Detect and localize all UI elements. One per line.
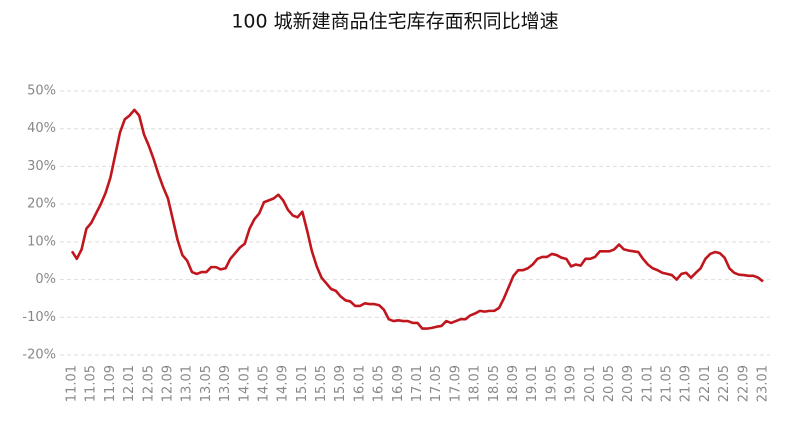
x-tick-label: 16.05 [372, 365, 387, 402]
x-tick-label: 20.01 [583, 365, 598, 402]
x-tick-label: 15.09 [333, 365, 348, 402]
x-tick-label: 21.05 [660, 365, 675, 402]
x-tick-label: 18.01 [468, 365, 483, 402]
x-tick-label: 12.05 [141, 365, 156, 402]
x-tick-label: 16.09 [391, 365, 406, 402]
x-tick-label: 16.01 [352, 365, 367, 402]
y-tick-label: -10% [22, 310, 56, 325]
x-tick-label: 13.01 [180, 365, 195, 402]
x-tick-label: 23.01 [756, 365, 771, 402]
x-tick-label: 17.09 [448, 365, 463, 402]
y-tick-label: 10% [27, 234, 56, 249]
x-tick-label: 18.09 [506, 365, 521, 402]
x-tick-label: 14.01 [237, 365, 252, 402]
x-tick-label: 11.09 [103, 365, 118, 402]
x-tick-label: 13.05 [199, 365, 214, 402]
x-tick-label: 15.05 [314, 365, 329, 402]
x-tick-label: 21.09 [679, 365, 694, 402]
x-tick-label: 12.01 [122, 365, 137, 402]
x-tick-label: 17.05 [429, 365, 444, 402]
x-tick-label: 22.05 [717, 365, 732, 402]
x-tick-label: 18.05 [487, 365, 502, 402]
y-tick-label: 0% [35, 272, 56, 287]
x-tick-label: 20.05 [602, 365, 617, 402]
x-tick-label: 13.09 [218, 365, 233, 402]
x-tick-label: 19.09 [564, 365, 579, 402]
x-tick-label: 19.05 [544, 365, 559, 402]
x-tick-label: 15.01 [295, 365, 310, 402]
y-tick-label: 30% [27, 159, 56, 174]
x-tick-label: 14.09 [276, 365, 291, 402]
x-tick-label: 22.01 [698, 365, 713, 402]
y-tick-label: 40% [27, 121, 56, 136]
x-tick-label: 14.05 [256, 365, 271, 402]
y-tick-label: 50% [27, 84, 56, 99]
chart-title: 100 城新建商品住宅库存面积同比增速 [231, 11, 558, 33]
x-tick-label: 12.09 [160, 365, 175, 402]
x-tick-label: 11.01 [65, 365, 80, 402]
x-tick-label: 22.09 [736, 365, 751, 402]
y-tick-label: 20% [27, 197, 56, 212]
data-line [70, 108, 764, 330]
x-tick-label: 21.01 [640, 365, 655, 402]
x-tick-label: 17.01 [410, 365, 425, 402]
x-tick-label: 19.01 [525, 365, 540, 402]
x-tick-label: 11.05 [84, 365, 99, 402]
y-tick-label: -20% [22, 348, 56, 363]
x-tick-label: 20.09 [621, 365, 636, 402]
